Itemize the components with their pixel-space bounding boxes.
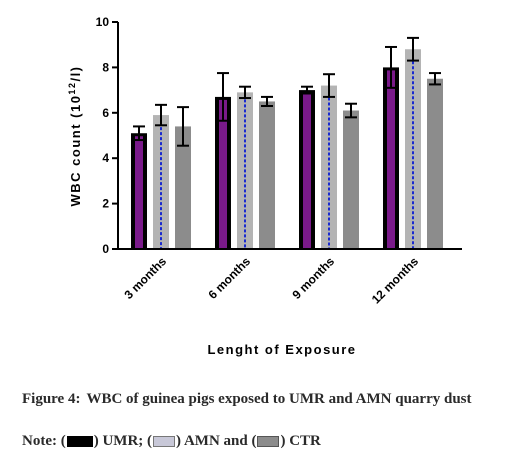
y-tick-label: 2 (102, 197, 109, 211)
error-bar (407, 36, 419, 62)
caption-text: WBC of guinea pigs exposed to UMR and AM… (86, 391, 472, 407)
x-tick-label: 3 months (122, 254, 170, 302)
error-bar (323, 73, 335, 98)
note-amn: ) AMN and ( (176, 433, 257, 449)
y-tick-label: 4 (102, 151, 109, 165)
bar-ctr (175, 126, 191, 249)
bar-chart: 0 2 4 6 8 10 3 months 6 months 9 months 12 month… (67, 15, 462, 357)
bar-amn (405, 49, 421, 249)
x-tick-label: 9 months (290, 254, 338, 302)
bar-amn (321, 85, 337, 249)
note-ctr: ) CTR (280, 433, 321, 449)
x-tick-label: 6 months (206, 254, 254, 302)
bar-ctr (259, 101, 275, 249)
legend-swatch-umr (66, 436, 93, 448)
bar-umr (131, 133, 147, 249)
error-bar (429, 72, 441, 86)
error-bars (133, 36, 441, 147)
bar-amn (153, 115, 169, 249)
error-bar (155, 103, 167, 127)
y-axis-ticks: 0 2 4 6 8 10 (96, 15, 118, 256)
y-tick-label: 8 (102, 60, 109, 74)
bar-amn (237, 92, 253, 250)
bar-umr (383, 67, 399, 250)
bar-umr (215, 96, 231, 249)
y-tick-label: 0 (102, 242, 109, 256)
bar-umr (299, 90, 315, 249)
error-bar (385, 45, 397, 89)
error-bar (301, 85, 313, 95)
figure-caption: Figure 4: WBC of guinea pigs exposed to U… (22, 390, 512, 408)
y-axis-title: WBC count (1012/l) (67, 65, 83, 206)
error-bar (177, 106, 189, 147)
error-bar (345, 102, 357, 119)
error-bar (217, 72, 229, 122)
bar-ctr (427, 78, 443, 249)
note-prefix: Note: ( (22, 433, 66, 449)
error-bar (239, 85, 251, 100)
x-axis-ticks: 3 months 6 months 9 months 12 months (122, 254, 422, 307)
y-tick-label: 10 (96, 15, 110, 29)
figure-label: Figure 4: (22, 391, 81, 407)
x-tick-label: 12 months (369, 254, 422, 307)
error-bar (261, 95, 273, 107)
legend-note: Note: ( ) UMR; ( ) AMN and ( ) CTR (22, 432, 512, 450)
error-bar (133, 125, 145, 142)
legend-swatch-ctr (257, 436, 280, 448)
bar-ctr (343, 110, 359, 249)
x-axis-title: Lenght of Exposure (207, 342, 356, 357)
bar-marks (131, 49, 443, 250)
note-umr: ) UMR; ( (93, 433, 153, 449)
legend-swatch-amn (153, 436, 176, 448)
y-tick-label: 6 (102, 106, 109, 120)
